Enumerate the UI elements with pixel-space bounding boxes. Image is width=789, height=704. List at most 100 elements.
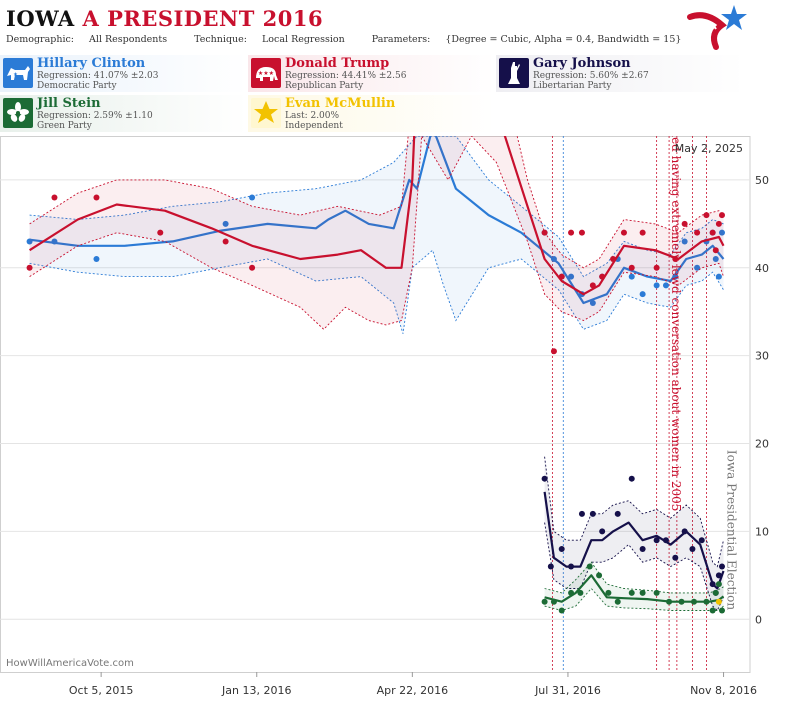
point-johnson — [547, 563, 554, 570]
point-johnson — [681, 528, 688, 535]
x-tick-label: Oct 5, 2015 — [69, 684, 134, 697]
point-stein — [653, 589, 660, 596]
lower-stein — [544, 587, 724, 611]
flower-icon — [3, 98, 33, 128]
point-clinton — [550, 256, 557, 263]
legend-stat: Regression: 41.07% ±2.03 — [37, 71, 159, 81]
x-tick-label: Jul 31, 2016 — [534, 684, 601, 697]
point-trump — [712, 247, 719, 254]
y-tick-label: 50 — [755, 174, 769, 187]
band-stein — [544, 562, 724, 611]
point-johnson — [698, 537, 705, 544]
point-trump — [599, 273, 606, 280]
elephant-icon: ★★★ — [251, 58, 281, 88]
point-stein — [715, 581, 722, 588]
y-tick-label: 0 — [755, 613, 762, 626]
state-name: IOWA — [6, 6, 75, 31]
point-stein — [718, 607, 725, 614]
point-trump — [541, 229, 548, 236]
point-trump — [620, 229, 627, 236]
point-trump — [639, 229, 646, 236]
point-stein — [568, 589, 575, 596]
point-clinton — [718, 229, 725, 236]
y-tick-label: 30 — [755, 350, 769, 363]
legend-name: Jill Stein — [37, 96, 101, 111]
point-trump — [672, 256, 679, 263]
point-trump — [709, 229, 716, 236]
lower-clinton — [29, 249, 724, 334]
point-trump — [26, 264, 33, 271]
legend-item-trump: ★★★ Donald Trump Regression: 44.41% ±2.56 R… — [248, 55, 496, 92]
demographic-value: All Respondents — [89, 34, 168, 45]
upper-johnson — [544, 456, 724, 568]
lower-johnson — [544, 522, 724, 612]
point-stein — [712, 589, 719, 596]
point-trump — [610, 256, 617, 263]
annotation-label: Iowa Presidential Election — [725, 450, 739, 610]
point-trump — [653, 264, 660, 271]
legend-item-clinton: Hillary Clinton Regression: 41.07% ±2.03 D… — [0, 55, 248, 92]
annotation-label: Trump recorded having extremely lewd con… — [669, 136, 683, 511]
point-johnson — [614, 510, 621, 517]
point-stein — [558, 607, 565, 614]
point-trump — [628, 264, 635, 271]
point-johnson — [715, 572, 722, 579]
point-trump — [222, 238, 229, 245]
legend-party: Libertarian Party — [533, 81, 612, 91]
upper-clinton — [29, 136, 724, 278]
svg-text:★★★: ★★★ — [258, 70, 274, 77]
point-stein — [703, 598, 710, 605]
point-johnson — [709, 581, 716, 588]
band-trump — [29, 136, 724, 330]
legend-stat: Last: 2.00% — [285, 111, 340, 121]
point-clinton — [715, 273, 722, 280]
point-stein — [690, 598, 697, 605]
point-johnson — [578, 510, 585, 517]
legend-stat: Regression: 5.60% ±2.67 — [533, 71, 649, 81]
point-stein — [596, 572, 603, 579]
parameters-label: Parameters: — [371, 34, 431, 45]
legend-name: Gary Johnson — [533, 56, 631, 71]
star-icon — [251, 98, 281, 128]
point-johnson — [689, 545, 696, 552]
point-clinton — [51, 238, 58, 245]
point-trump — [558, 273, 565, 280]
point-stein — [709, 607, 716, 614]
poll-chart: 0 10 20 30 40 50 Oct 5, 2015 Jan 13, 2016 Apr 22… — [0, 136, 769, 697]
technique-value: Local Regression — [262, 34, 345, 45]
point-clinton — [26, 238, 33, 245]
upper-stein — [544, 561, 724, 594]
series-group — [26, 136, 725, 614]
point-johnson — [718, 563, 725, 570]
band-clinton — [29, 136, 724, 334]
point-clinton — [681, 238, 688, 245]
point-clinton — [222, 220, 229, 227]
point-johnson — [662, 537, 669, 544]
legend-stat: Regression: 2.59% ±1.10 — [37, 111, 153, 121]
point-trump — [93, 194, 100, 201]
point-trump — [51, 194, 58, 201]
y-tick-label: 20 — [755, 438, 769, 451]
point-stein — [550, 598, 557, 605]
point-stein — [577, 589, 584, 596]
legend-item-mcmullin: Evan McMullin Last: 2.00% Independent — [248, 95, 496, 132]
parameters-value: {Degree = Cubic, Alpha = 0.4, Bandwidth … — [445, 34, 682, 45]
point-stein — [586, 563, 593, 570]
point-johnson — [568, 563, 575, 570]
point-trump — [718, 212, 725, 219]
liberty-icon — [499, 58, 529, 88]
legend-party: Democratic Party — [37, 81, 117, 91]
point-trump — [703, 212, 710, 219]
point-trump — [681, 220, 688, 227]
x-tick-label: Apr 22, 2016 — [377, 684, 449, 697]
trend-trump — [29, 136, 725, 296]
plot-frame — [0, 136, 751, 673]
demographic-label: Demographic: — [6, 34, 75, 45]
legend-item-johnson: Gary Johnson Regression: 5.60% ±2.67 Liber… — [496, 55, 746, 92]
legend-name: Evan McMullin — [285, 96, 396, 111]
race-name: A PRESIDENT 2016 — [82, 6, 324, 31]
point-clinton — [672, 273, 679, 280]
point-johnson — [653, 537, 660, 544]
point-trump — [568, 229, 575, 236]
y-tick-label: 10 — [755, 525, 769, 538]
